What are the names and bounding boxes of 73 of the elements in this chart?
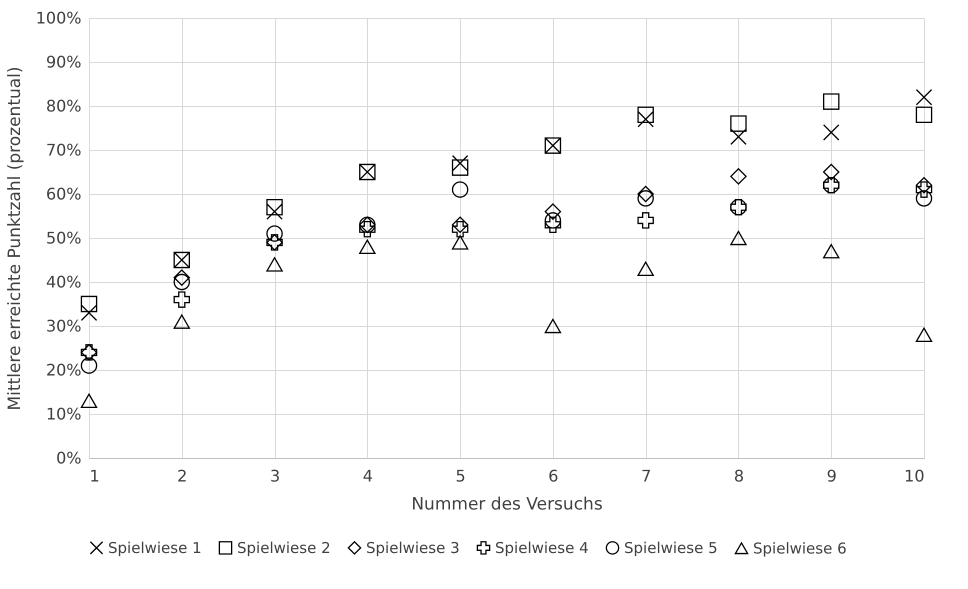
y-tick-label: 70%: [46, 140, 82, 160]
point: [637, 106, 654, 124]
point: [544, 318, 562, 334]
point: [916, 190, 932, 207]
legend-label: Spielwiese 6: [753, 539, 847, 558]
point: [822, 244, 840, 258]
point: [174, 269, 190, 286]
x-tick-label: 5: [456, 466, 466, 486]
legend-label: Spielwiese 3: [366, 538, 460, 557]
legend-label: Spielwiese 4: [495, 538, 589, 557]
point: [730, 115, 747, 132]
x-tick-label: 1: [90, 466, 100, 486]
point: [637, 186, 654, 202]
point: [730, 168, 747, 185]
point: [916, 176, 932, 194]
point: [730, 230, 747, 246]
point: [174, 291, 190, 308]
point: [544, 212, 562, 229]
point: [80, 304, 98, 322]
point: [637, 212, 654, 229]
y-tick-label: 30%: [46, 316, 82, 336]
x-tick-label: 7: [641, 466, 652, 486]
legend-label: Spielwiese 2: [237, 538, 331, 557]
x-axis-title: Nummer des Versuchs: [411, 494, 603, 514]
y-tick-label: 80%: [46, 96, 82, 116]
y-tick-label: 10%: [46, 404, 82, 424]
point: [916, 181, 932, 198]
x-tick-label: 9: [826, 466, 837, 486]
point: [544, 203, 562, 220]
y-tick-label: 40%: [46, 272, 82, 292]
legend-label: Spielwiese 1: [108, 538, 202, 557]
point: [730, 128, 747, 146]
point: [174, 314, 190, 329]
point: [266, 198, 283, 216]
point: [822, 124, 840, 141]
x-tick-label: 8: [734, 466, 744, 486]
y-tick-label: 60%: [46, 184, 82, 204]
point: [266, 203, 283, 220]
point: [452, 220, 468, 238]
point: [544, 216, 562, 234]
point: [916, 88, 932, 106]
point: [822, 93, 840, 110]
y-axis-title: Mittlere erreichte Punktzahl (prozentual): [4, 66, 25, 411]
y-tick-label: 90%: [46, 52, 82, 72]
x-tick-label: 3: [270, 466, 280, 486]
point: [266, 225, 283, 242]
x-tick-label: 4: [362, 466, 373, 486]
point: [452, 159, 468, 176]
point: [822, 164, 840, 180]
y-tick-label: 100%: [36, 8, 82, 28]
y-tick-label: 20%: [46, 360, 82, 380]
point: [452, 235, 468, 250]
point: [452, 154, 468, 172]
point: [637, 262, 654, 276]
point: [80, 394, 98, 408]
point: [452, 216, 468, 234]
point: [916, 328, 932, 342]
point: [359, 220, 376, 238]
point: [266, 257, 283, 272]
x-tick-label: 2: [177, 466, 188, 486]
point: [637, 110, 654, 128]
y-tick-label: 50%: [46, 228, 82, 248]
point: [80, 357, 98, 374]
point: [174, 274, 190, 290]
x-tick-label: 6: [548, 466, 558, 486]
point: [359, 240, 376, 254]
y-tick-label: 0%: [56, 448, 82, 468]
point: [80, 296, 98, 312]
point: [637, 190, 654, 207]
x-tick-label: 10: [904, 466, 924, 486]
point: [452, 181, 468, 198]
legend-label: Spielwiese 5: [624, 538, 718, 557]
point: [916, 106, 932, 124]
